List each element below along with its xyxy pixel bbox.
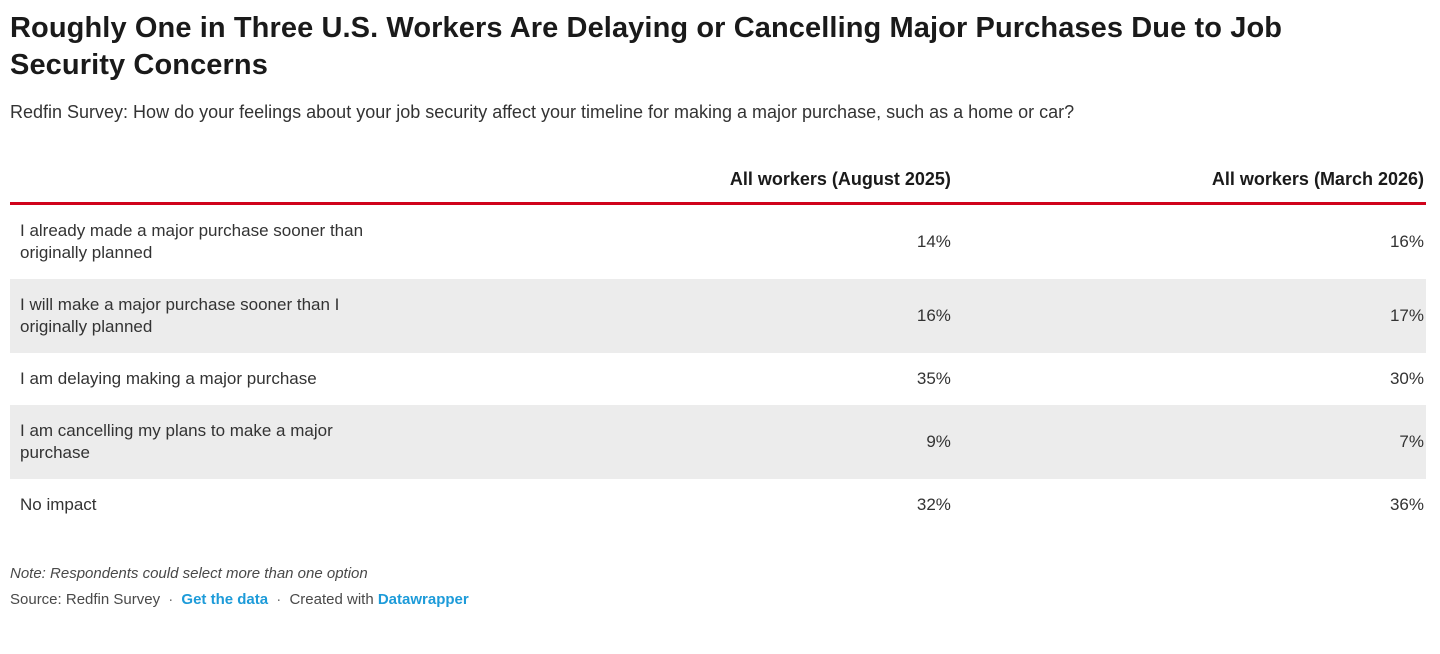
value-cell-august: 14% [916, 231, 951, 251]
value-cell-march: 36% [1389, 495, 1424, 515]
get-the-data-link[interactable]: Get the data [181, 591, 269, 609]
value-cell-march: 30% [1389, 368, 1424, 388]
row-label: I already made a major purchase sooner t… [20, 220, 364, 262]
value-cell-august: 32% [916, 495, 951, 515]
table-row: No impact 32% 36% [10, 479, 1426, 531]
table-row: I am delaying making a major purchase 35… [10, 353, 1426, 405]
separator-dot: · [168, 591, 174, 609]
page-subtitle: Redfin Survey: How do your feelings abou… [10, 102, 1075, 123]
separator-dot: · [276, 591, 282, 609]
table-body: I already made a major purchase sooner t… [10, 203, 1426, 531]
value-cell-march: 17% [1389, 305, 1424, 325]
table-row: I already made a major purchase sooner t… [10, 203, 1426, 279]
table-row: I am cancelling my plans to make a major… [10, 404, 1426, 480]
source-line: Source: Redfin Survey · Get the data · C… [10, 591, 1426, 608]
value-cell-august: 35% [916, 368, 951, 388]
column-header-march-2026: All workers (March 2026) [952, 148, 1426, 205]
table-header-row: All workers (August 2025) All workers (M… [10, 148, 1426, 205]
value-cell-march: 16% [1389, 231, 1424, 251]
table-header: All workers (August 2025) All workers (M… [10, 148, 1426, 205]
row-label: I will make a major purchase sooner than… [20, 294, 340, 336]
source-text: Source: Redfin Survey [10, 591, 161, 609]
created-with-text: Created with [289, 591, 374, 609]
page-title: Roughly One in Three U.S. Workers Are De… [10, 12, 1283, 82]
column-header-august-2025: All workers (August 2025) [460, 148, 953, 205]
row-label: I am cancelling my plans to make a major… [20, 420, 333, 463]
survey-table: All workers (August 2025) All workers (M… [10, 148, 1426, 532]
value-cell-august: 9% [926, 432, 951, 452]
column-header-empty [10, 148, 460, 205]
value-cell-august: 16% [916, 305, 951, 325]
row-label: No impact [20, 495, 97, 515]
chart-footer: Note: Respondents could select more than… [10, 565, 1426, 608]
note-text: Note: Respondents could select more than… [10, 565, 368, 583]
value-cell-march: 7% [1399, 432, 1424, 452]
datawrapper-link[interactable]: Datawrapper [377, 591, 469, 609]
table-row: I will make a major purchase sooner than… [10, 278, 1426, 353]
row-label: I am delaying making a major purchase [20, 368, 317, 388]
